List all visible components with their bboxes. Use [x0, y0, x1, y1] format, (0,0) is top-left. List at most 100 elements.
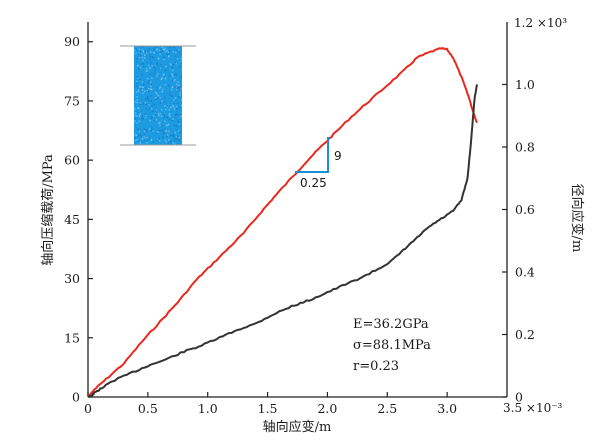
specimen-speckle-dot	[146, 70, 149, 72]
specimen-speckle-dot	[173, 80, 175, 82]
specimen-speckle-dot	[142, 103, 144, 105]
specimen-speckle-dot	[172, 106, 174, 108]
specimen-speckle-dot	[174, 137, 177, 140]
specimen-speckle-dot	[156, 75, 158, 77]
specimen-speckle-dot	[134, 108, 136, 110]
specimen-speckle-dot	[168, 85, 170, 88]
specimen-speckle-dot	[140, 141, 142, 143]
x-tick-label: 1.0	[198, 401, 218, 416]
specimen-speckle-dot	[143, 84, 145, 86]
specimen-speckle-dot	[176, 129, 179, 131]
specimen-speckle-dot	[137, 76, 139, 78]
specimen-speckle-dot	[175, 108, 178, 110]
specimen-speckle-dot	[136, 134, 138, 136]
specimen-speckle-dot	[176, 86, 178, 88]
specimen-speckle-dot	[175, 51, 177, 53]
specimen-speckle-dot	[141, 49, 143, 51]
specimen-speckle-dot	[140, 87, 143, 89]
specimen-speckle-dot	[142, 86, 144, 89]
specimen-speckle-dot	[165, 65, 167, 68]
specimen-speckle-dot	[135, 139, 137, 141]
specimen-speckle-dot	[146, 142, 148, 144]
specimen-speckle-dot	[144, 139, 146, 141]
specimen-speckle-dot	[152, 75, 155, 77]
specimen-speckle-dot	[150, 81, 152, 83]
specimen-speckle-dot	[153, 51, 155, 54]
specimen-speckle-dot	[171, 66, 174, 68]
specimen-speckle-dot	[171, 95, 174, 97]
specimen-speckle-dot	[172, 69, 174, 72]
specimen-speckle-dot	[136, 61, 138, 63]
specimen-speckle-dot	[146, 130, 148, 132]
specimen-speckle-dot	[148, 48, 151, 50]
specimen-speckle-dot	[145, 67, 148, 70]
specimen-speckle-dot	[139, 103, 141, 105]
y2-tick-label: 0.6	[515, 202, 535, 217]
specimen-speckle-dot	[141, 138, 144, 140]
specimen-speckle-dot	[176, 135, 179, 138]
specimen-speckle-dot	[136, 58, 138, 60]
specimen-speckle-dot	[151, 108, 153, 110]
specimen-speckle-dot	[147, 88, 150, 90]
specimen-speckle-dot	[136, 50, 139, 52]
specimen-speckle-dot	[159, 96, 161, 99]
specimen-speckle-dot	[174, 114, 177, 116]
specimen-speckle-dot	[136, 111, 138, 113]
y-axis-title-left: 轴向压缩载荷/MPa	[40, 154, 56, 266]
specimen-speckle-dot	[164, 78, 167, 80]
annotation-block: E=36.2GPa σ=88.1MPa r=0.23	[353, 317, 431, 374]
specimen-speckle-dot	[157, 131, 160, 133]
specimen-speckle-dot	[170, 140, 172, 142]
specimen-speckle-dot	[149, 88, 152, 90]
specimen-speckle-dot	[171, 67, 173, 70]
specimen-speckle-dot	[180, 57, 183, 60]
specimen-speckle-dot	[169, 127, 171, 130]
specimen-speckle-dot	[172, 75, 174, 78]
specimen-speckle-dot	[158, 137, 160, 140]
x-tick-label: 1.5	[258, 401, 278, 416]
specimen-speckle-dot	[143, 128, 146, 130]
specimen-speckle-dot	[145, 87, 147, 89]
specimen-speckle-dot	[135, 91, 138, 93]
specimen-speckle-dot	[144, 50, 146, 52]
specimen-speckle-dot	[134, 85, 136, 87]
specimen-speckle-dot	[156, 131, 159, 133]
specimen-speckle-dot	[161, 46, 164, 49]
specimen-speckle-dot	[141, 56, 143, 59]
x-axis-title: 轴向应变/m	[263, 419, 332, 435]
specimen-speckle-dot	[147, 97, 149, 100]
specimen-speckle-dot	[174, 86, 176, 89]
specimen-speckle-dot	[136, 80, 138, 83]
specimen-speckle-dot	[170, 68, 172, 70]
specimen-speckle-dot	[174, 109, 176, 111]
specimen-speckle-dot	[165, 64, 167, 66]
y2-tick-label: 0.4	[515, 265, 535, 280]
specimen-speckle-dot	[140, 140, 143, 143]
specimen-speckle-dot	[172, 142, 174, 144]
specimen-speckle-dot	[165, 129, 167, 131]
specimen-speckle-dot	[159, 86, 162, 88]
specimen-speckle-dot	[153, 67, 156, 69]
specimen-speckle-dot	[143, 57, 146, 59]
specimen-speckle-dot	[138, 48, 140, 51]
specimen-speckle-dot	[147, 78, 149, 80]
specimen-speckle-dot	[164, 101, 166, 103]
specimen-speckle-dot	[180, 88, 182, 90]
annotation-modulus: E=36.2GPa	[353, 317, 429, 332]
specimen-speckle-dot	[149, 137, 151, 139]
specimen-speckle-dot	[149, 67, 151, 69]
specimen-speckle-dot	[164, 128, 167, 130]
specimen-speckle-dot	[151, 105, 153, 107]
specimen-speckle-dot	[160, 115, 163, 117]
specimen-speckle-dot	[176, 102, 179, 104]
specimen-speckle-dot	[179, 61, 181, 63]
specimen-speckle-dot	[171, 89, 173, 91]
specimen-speckle-dot	[152, 130, 154, 132]
specimen-speckle-dot	[155, 110, 157, 112]
specimen-speckle-dot	[154, 65, 156, 68]
specimen-speckle-dot	[163, 114, 166, 116]
specimen-speckle-dot	[174, 79, 176, 81]
specimen-speckle-dot	[156, 62, 158, 64]
specimen-speckle-dot	[168, 75, 171, 77]
specimen-speckle-dot	[156, 139, 158, 142]
